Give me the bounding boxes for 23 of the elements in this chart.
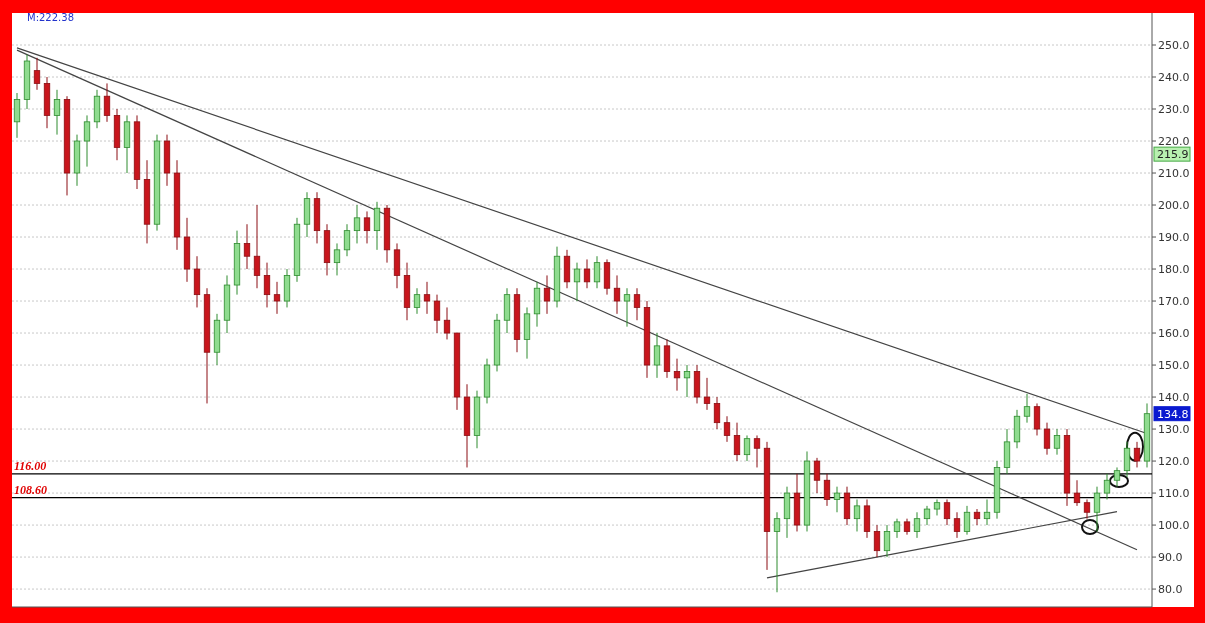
y-tick-label: 210.0 bbox=[1158, 166, 1190, 180]
ref-line-label: 116.00 bbox=[14, 458, 47, 473]
y-tick-label: 150.0 bbox=[1158, 358, 1190, 372]
y-tick-label: 90.0 bbox=[1158, 550, 1183, 564]
y-tick-label: 100.0 bbox=[1158, 518, 1190, 532]
y-tick-label: 200.0 bbox=[1158, 198, 1190, 212]
ref-line-label: 108.60 bbox=[14, 482, 47, 497]
y-tick-label: 240.0 bbox=[1158, 70, 1190, 84]
annotation: 215.9 bbox=[1157, 147, 1189, 161]
y-tick-label: 120.0 bbox=[1158, 454, 1190, 468]
y-tick-label: 80.0 bbox=[1158, 582, 1183, 596]
annotation: M:222.38 bbox=[27, 12, 74, 23]
y-tick-label: 250.0 bbox=[1158, 38, 1190, 52]
y-tick-label: 170.0 bbox=[1158, 294, 1190, 308]
y-tick-label: 160.0 bbox=[1158, 326, 1190, 340]
y-tick-label: 220.0 bbox=[1158, 134, 1190, 148]
annotation: 134.8 bbox=[1157, 407, 1189, 421]
y-tick-label: 110.0 bbox=[1158, 486, 1190, 500]
y-tick-label: 140.0 bbox=[1158, 390, 1190, 404]
y-tick-label: 130.0 bbox=[1158, 422, 1190, 436]
y-tick-label: 230.0 bbox=[1158, 102, 1190, 116]
y-tick-label: 190.0 bbox=[1158, 230, 1190, 244]
y-tick-label: 180.0 bbox=[1158, 262, 1190, 276]
